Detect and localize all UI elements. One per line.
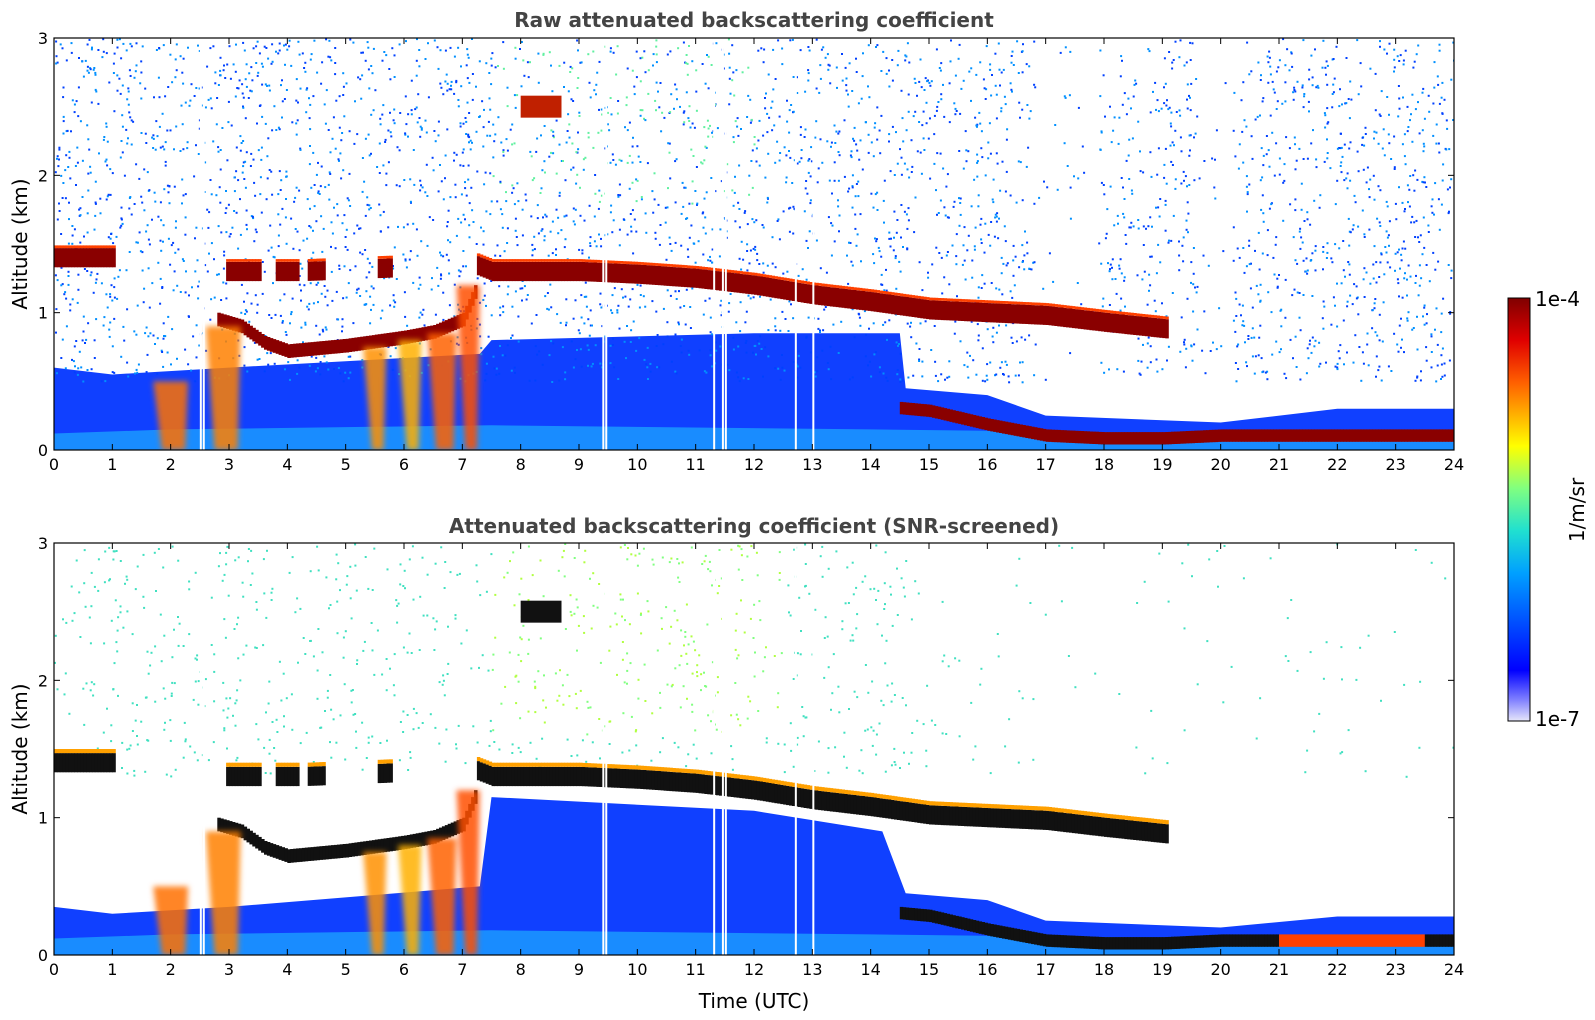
x-tick-label: 2: [166, 455, 176, 474]
x-tick-label: 14: [860, 960, 880, 979]
bottom-heatmap: [54, 543, 1454, 955]
y-tick-label: 0: [38, 946, 48, 965]
x-tick-label: 16: [977, 960, 997, 979]
bottom-x-axis: 0 1 2 3 4 5 6 7 8 9 10 11 12 13 14 15 16 17 18 19 20 21 22 23 24: [49, 543, 1464, 979]
x-tick-label: 0: [49, 455, 59, 474]
elevated-aerosol-patch: [520, 95, 562, 118]
noise-speckle: [54, 38, 1454, 384]
x-tick-label: 20: [1210, 455, 1230, 474]
y-tick-label: 2: [38, 671, 48, 690]
x-tick-label: 19: [1152, 455, 1172, 474]
x-tick-label: 3: [224, 960, 234, 979]
x-tick-label: 19: [1152, 960, 1172, 979]
x-tick-label: 9: [574, 455, 584, 474]
x-tick-label: 3: [224, 455, 234, 474]
x-tick-label: 22: [1327, 455, 1347, 474]
colorbar-max-label: 1e-4: [1535, 287, 1580, 311]
x-tick-label: 1: [107, 455, 117, 474]
colorbar: 1e-4 1e-7 1/m/sr: [1507, 287, 1589, 731]
surface-aerosol-layer: [899, 401, 1454, 445]
x-tick-label: 12: [744, 960, 764, 979]
x-tick-label: 12: [744, 455, 764, 474]
x-tick-label: 11: [685, 455, 705, 474]
x-tick-label: 18: [1094, 455, 1114, 474]
x-tick-label: 4: [282, 455, 292, 474]
x-tick-label: 1: [107, 960, 117, 979]
top-x-axis: 0 1 2 3 4 5 6 7 8 9 10 11 12 13 14 15 16 17 18 19 20 21 22 23 24: [49, 38, 1464, 474]
surface-aerosol-layer: [899, 906, 1454, 950]
x-tick-label: 23: [1385, 455, 1405, 474]
x-tick-label: 13: [802, 960, 822, 979]
x-axis-label: Time (UTC): [698, 989, 810, 1013]
x-tick-label: 9: [574, 960, 584, 979]
x-tick-label: 21: [1269, 455, 1289, 474]
top-heatmap: [54, 38, 1454, 450]
x-tick-label: 14: [860, 455, 880, 474]
x-tick-label: 24: [1444, 960, 1464, 979]
x-tick-label: 11: [685, 960, 705, 979]
x-tick-label: 24: [1444, 455, 1464, 474]
x-tick-label: 5: [341, 455, 351, 474]
x-tick-label: 13: [802, 455, 822, 474]
colorbar-gradient: [1507, 297, 1531, 722]
x-tick-label: 7: [457, 455, 467, 474]
x-tick-label: 15: [919, 960, 939, 979]
raw-backscatter-panel: Raw attenuated backscattering coefficien…: [8, 8, 1464, 474]
elevated-aerosol-patch: [520, 600, 562, 623]
x-tick-label: 6: [399, 960, 409, 979]
y-tick-label: 1: [38, 809, 48, 828]
precipitation-plumes: [153, 790, 480, 955]
snr-screened-panel: Attenuated backscattering coefficient (S…: [8, 514, 1464, 1013]
y-tick-label: 0: [38, 441, 48, 460]
x-tick-label: 20: [1210, 960, 1230, 979]
x-tick-label: 15: [919, 455, 939, 474]
x-tick-label: 21: [1269, 960, 1289, 979]
x-tick-label: 18: [1094, 960, 1114, 979]
x-tick-label: 17: [1035, 455, 1055, 474]
top-panel-title: Raw attenuated backscattering coefficien…: [514, 8, 994, 32]
bottom-y-axis: 0 1 2 3: [38, 534, 1454, 965]
x-tick-label: 4: [282, 960, 292, 979]
x-tick-label: 16: [977, 455, 997, 474]
upper-cloud-layer: [54, 245, 1169, 339]
y-tick-label: 2: [38, 166, 48, 185]
y-tick-label: 3: [38, 29, 48, 48]
x-tick-label: 7: [457, 960, 467, 979]
bottom-y-axis-label: Altitude (km): [8, 683, 32, 814]
colorbar-unit-label: 1/m/sr: [1565, 477, 1589, 542]
x-tick-label: 6: [399, 455, 409, 474]
top-y-axis: 0 1 2 3: [38, 29, 1454, 460]
x-tick-label: 5: [341, 960, 351, 979]
data-gap-stripes: [199, 543, 815, 955]
y-tick-label: 1: [38, 304, 48, 323]
x-tick-label: 10: [627, 960, 647, 979]
data-gap-stripes: [199, 38, 815, 450]
x-tick-label: 2: [166, 960, 176, 979]
x-tick-label: 8: [516, 960, 526, 979]
upper-cloud-layer: [54, 749, 1169, 844]
x-tick-label: 8: [516, 455, 526, 474]
x-tick-label: 22: [1327, 960, 1347, 979]
precipitation-plumes: [153, 285, 480, 450]
x-tick-label: 0: [49, 960, 59, 979]
bottom-panel-title: Attenuated backscattering coefficient (S…: [449, 514, 1059, 538]
y-tick-label: 3: [38, 534, 48, 553]
top-y-axis-label: Altitude (km): [8, 178, 32, 309]
x-tick-label: 10: [627, 455, 647, 474]
colorbar-min-label: 1e-7: [1535, 707, 1580, 731]
x-tick-label: 23: [1385, 960, 1405, 979]
x-tick-label: 17: [1035, 960, 1055, 979]
